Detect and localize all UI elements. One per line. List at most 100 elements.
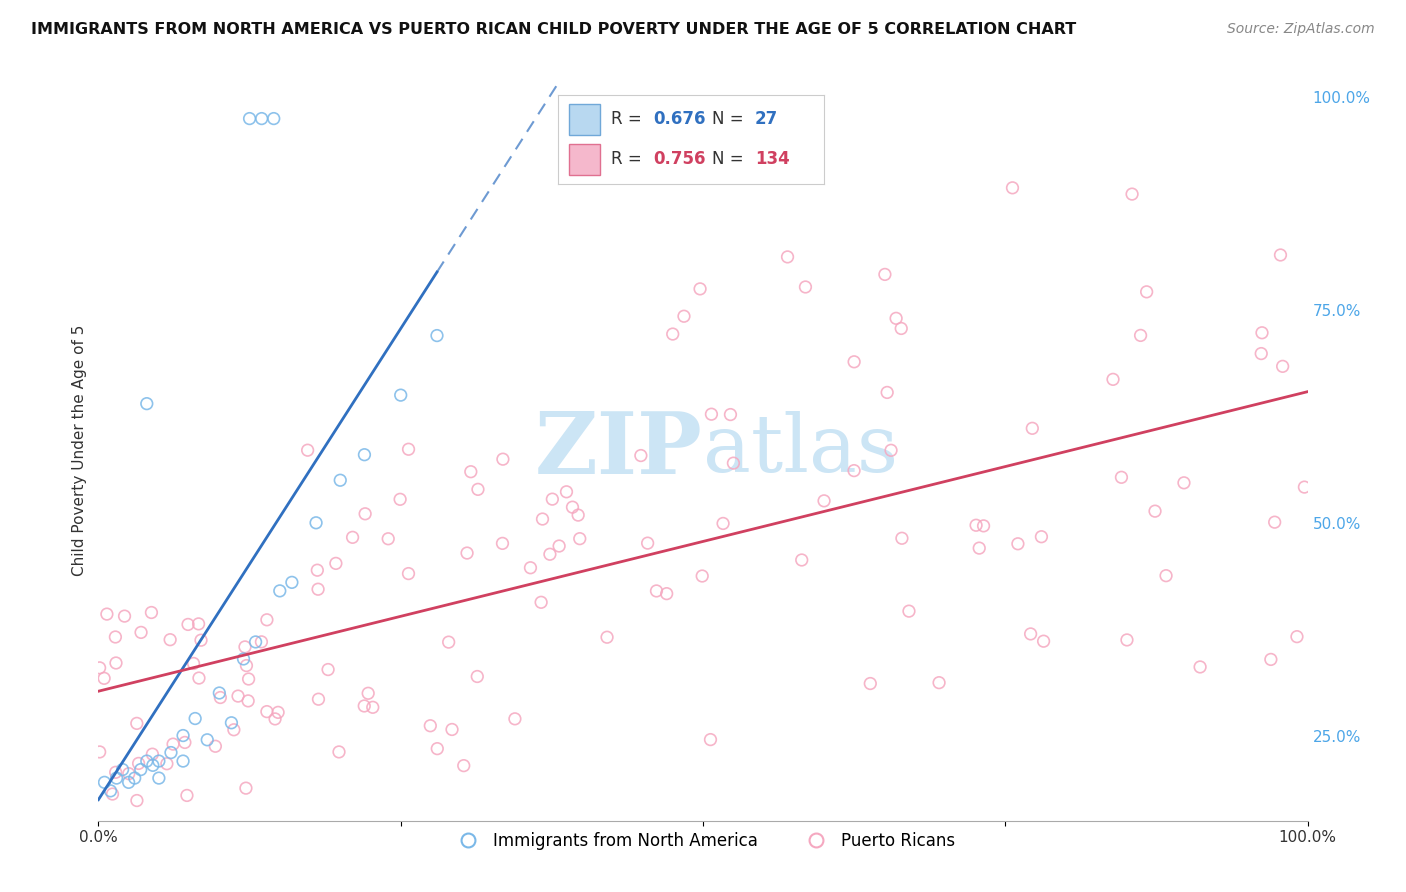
Point xyxy=(250,635,273,649)
Point xyxy=(125,793,148,807)
Point xyxy=(1001,181,1024,195)
Point xyxy=(437,635,460,649)
Point xyxy=(1260,652,1282,666)
Point xyxy=(245,635,267,649)
Text: atlas: atlas xyxy=(703,411,898,490)
Point xyxy=(96,607,118,621)
Point xyxy=(890,531,912,545)
Point xyxy=(813,493,835,508)
Point xyxy=(1285,630,1308,644)
Point xyxy=(354,507,377,521)
Point xyxy=(195,732,218,747)
Point xyxy=(239,112,262,126)
Point xyxy=(308,692,330,706)
Point xyxy=(353,448,375,462)
Point xyxy=(842,464,865,478)
Point xyxy=(776,250,799,264)
Point xyxy=(160,746,183,760)
Point xyxy=(222,723,245,737)
Point xyxy=(1189,660,1212,674)
Point xyxy=(148,754,170,768)
Point xyxy=(530,595,553,609)
Point xyxy=(531,512,554,526)
Point xyxy=(141,606,163,620)
Point xyxy=(460,465,482,479)
Point xyxy=(465,669,488,683)
Point xyxy=(689,282,711,296)
Point xyxy=(235,781,257,796)
Point xyxy=(596,630,619,644)
Point xyxy=(503,712,526,726)
Point xyxy=(233,640,256,654)
Point xyxy=(208,686,231,700)
Point xyxy=(307,563,329,577)
Point xyxy=(361,700,384,714)
Point xyxy=(105,771,128,785)
Point xyxy=(209,690,232,705)
Point xyxy=(1294,480,1316,494)
Point xyxy=(637,536,659,550)
Point xyxy=(700,407,723,421)
Point xyxy=(256,613,278,627)
Point xyxy=(1144,504,1167,518)
Point xyxy=(519,560,541,574)
Point xyxy=(655,587,678,601)
Point xyxy=(357,686,380,700)
Point xyxy=(176,789,198,803)
Point xyxy=(1021,421,1043,435)
Point xyxy=(897,604,920,618)
Point xyxy=(221,715,243,730)
Text: Source: ZipAtlas.com: Source: ZipAtlas.com xyxy=(1227,22,1375,37)
Point xyxy=(329,473,352,487)
Point xyxy=(645,583,668,598)
Point xyxy=(129,625,152,640)
Point xyxy=(148,771,170,785)
Point xyxy=(281,575,304,590)
Point xyxy=(93,775,115,789)
Point xyxy=(890,321,912,335)
Point xyxy=(555,484,578,499)
Point xyxy=(1031,530,1053,544)
Point xyxy=(226,689,249,703)
Point xyxy=(377,532,399,546)
Point xyxy=(104,656,127,670)
Point xyxy=(1264,515,1286,529)
Point xyxy=(873,268,896,282)
Point xyxy=(267,706,290,720)
Point xyxy=(426,741,449,756)
Point xyxy=(389,388,412,402)
Point xyxy=(1111,470,1133,484)
Point xyxy=(316,663,339,677)
Point xyxy=(125,716,148,731)
Point xyxy=(661,326,683,341)
Point xyxy=(1271,359,1294,374)
Point xyxy=(135,754,157,768)
Point xyxy=(128,756,150,771)
Point xyxy=(263,112,285,126)
Point xyxy=(118,766,141,780)
Point xyxy=(104,765,127,780)
Point xyxy=(1154,568,1177,582)
Point xyxy=(973,519,995,533)
Point xyxy=(389,492,412,507)
Point xyxy=(538,547,561,561)
Point xyxy=(305,516,328,530)
Point xyxy=(89,745,111,759)
Point xyxy=(104,630,127,644)
Point xyxy=(238,672,260,686)
Point xyxy=(118,775,141,789)
Point xyxy=(204,739,226,754)
Point xyxy=(398,566,420,581)
Point xyxy=(1129,328,1152,343)
Point xyxy=(269,583,291,598)
Point xyxy=(235,658,257,673)
Point xyxy=(1019,627,1042,641)
Point xyxy=(325,557,347,571)
Point xyxy=(720,408,742,422)
Point xyxy=(190,633,212,648)
Point xyxy=(89,661,111,675)
Point xyxy=(1270,248,1292,262)
Point xyxy=(1116,632,1139,647)
Point xyxy=(1032,634,1054,648)
Point xyxy=(419,719,441,733)
